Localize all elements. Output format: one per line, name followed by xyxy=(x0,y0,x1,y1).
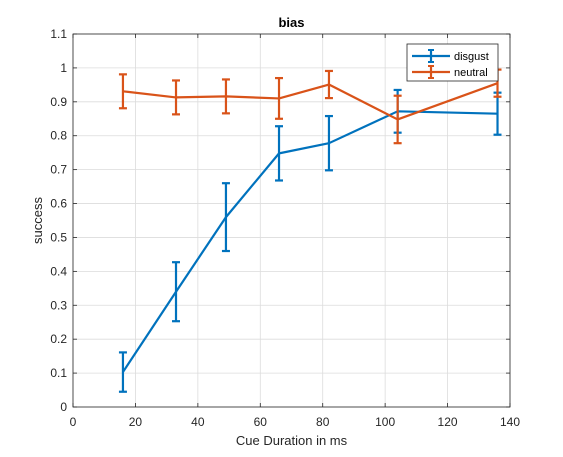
legend-label: disgust xyxy=(454,51,489,63)
plot-area xyxy=(73,34,510,407)
x-tick-label: 80 xyxy=(316,415,330,429)
y-tick-label: 0.6 xyxy=(50,197,67,211)
legend-label: neutral xyxy=(454,67,488,79)
y-tick-label: 0.4 xyxy=(50,264,67,278)
y-tick-label: 0.2 xyxy=(50,332,67,346)
y-tick-label: 0 xyxy=(60,400,67,414)
x-tick-label: 40 xyxy=(191,415,205,429)
x-tick-label: 60 xyxy=(254,415,268,429)
y-tick-label: 1.1 xyxy=(50,27,67,41)
x-axis-label: Cue Duration in ms xyxy=(236,433,348,448)
y-tick-label: 0.7 xyxy=(50,163,67,177)
y-tick-label: 0.5 xyxy=(50,230,67,244)
x-tick-label: 20 xyxy=(129,415,143,429)
y-tick-label: 0.8 xyxy=(50,129,67,143)
legend: disgust neutral xyxy=(407,44,498,81)
chart-title: bias xyxy=(278,15,304,30)
x-tick-label: 100 xyxy=(375,415,395,429)
x-tick-label: 140 xyxy=(500,415,520,429)
y-tick-label: 0.3 xyxy=(50,298,67,312)
y-tick-label: 1 xyxy=(60,61,67,75)
x-tick-label: 120 xyxy=(438,415,458,429)
x-tick-label: 0 xyxy=(70,415,77,429)
y-axis-label: success xyxy=(30,197,45,244)
y-tick-label: 0.9 xyxy=(50,95,67,109)
y-tick-label: 0.1 xyxy=(50,366,67,380)
